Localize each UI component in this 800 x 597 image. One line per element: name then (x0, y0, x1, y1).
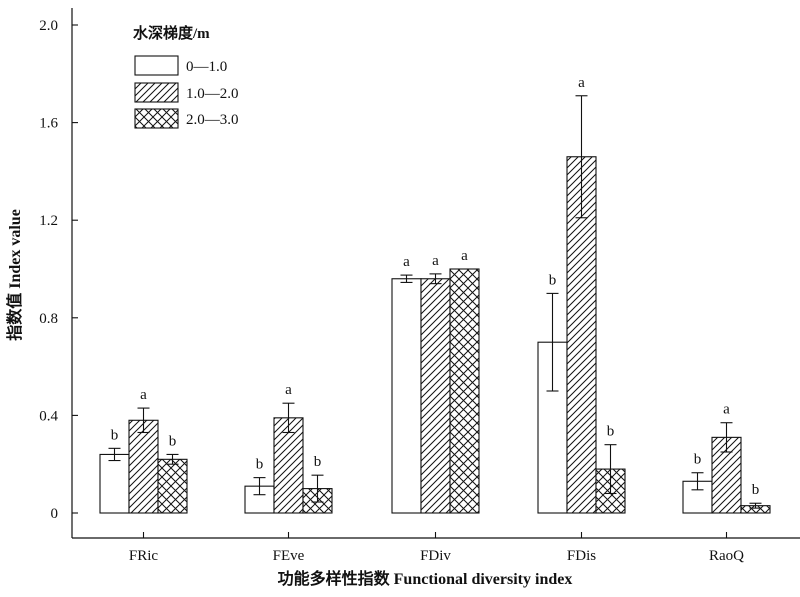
significance-letter: a (403, 254, 410, 270)
significance-letter: a (432, 253, 439, 269)
significance-letter: b (694, 452, 702, 468)
legend-title: 水深梯度/m (133, 24, 210, 42)
significance-letter: b (607, 424, 615, 440)
x-axis-ticks: FRic FEve FDiv FDis RaoQ (129, 532, 744, 564)
significance-letter: b (111, 427, 119, 443)
significance-letter: b (256, 457, 264, 473)
legend-swatch (134, 82, 179, 103)
x-tick-label: RaoQ (709, 548, 744, 564)
bar (391, 278, 422, 514)
x-axis-title: 功能多样性指数 Functional diversity index (278, 569, 573, 588)
y-tick-label: 2.0 (39, 18, 58, 34)
significance-letter: a (578, 75, 585, 91)
y-axis-title: 指数值 Index value (5, 209, 24, 341)
y-tick-label: 0 (51, 506, 59, 522)
y-tick-label: 1.2 (39, 213, 58, 229)
legend-swatch (134, 55, 179, 76)
bar (244, 485, 275, 514)
y-tick-label: 1.6 (39, 116, 58, 132)
x-tick-label: FEve (273, 548, 305, 564)
bar (157, 458, 188, 514)
bars-group: b b a b b a a a a a b b a b b (99, 75, 771, 514)
bar (273, 417, 304, 514)
legend: 水深梯度/m 0—1.0 1.0—2.0 2.0—3.0 (133, 24, 239, 129)
significance-letter: b (169, 433, 177, 449)
significance-letter: b (314, 454, 322, 470)
significance-letter: a (723, 402, 730, 418)
x-tick-label: FDis (567, 548, 596, 564)
y-tick-label: 0.8 (39, 311, 58, 327)
bar (420, 278, 451, 514)
significance-letter: a (285, 382, 292, 398)
legend-label: 1.0—2.0 (186, 86, 239, 102)
bar (449, 268, 480, 514)
x-tick-label: FRic (129, 548, 159, 564)
significance-letter: b (752, 482, 760, 498)
bar (128, 419, 159, 514)
legend-swatch (134, 108, 179, 129)
significance-letter: b (549, 272, 557, 288)
significance-letter: a (140, 387, 147, 403)
legend-label: 2.0—3.0 (186, 112, 239, 128)
y-axis-ticks: 0 0.4 0.8 1.2 1.6 2.0 (39, 18, 78, 522)
significance-letter: a (461, 248, 468, 264)
x-tick-label: FDiv (420, 548, 451, 564)
bar (99, 453, 130, 514)
y-tick-label: 0.4 (39, 408, 58, 424)
legend-label: 0—1.0 (186, 59, 227, 75)
